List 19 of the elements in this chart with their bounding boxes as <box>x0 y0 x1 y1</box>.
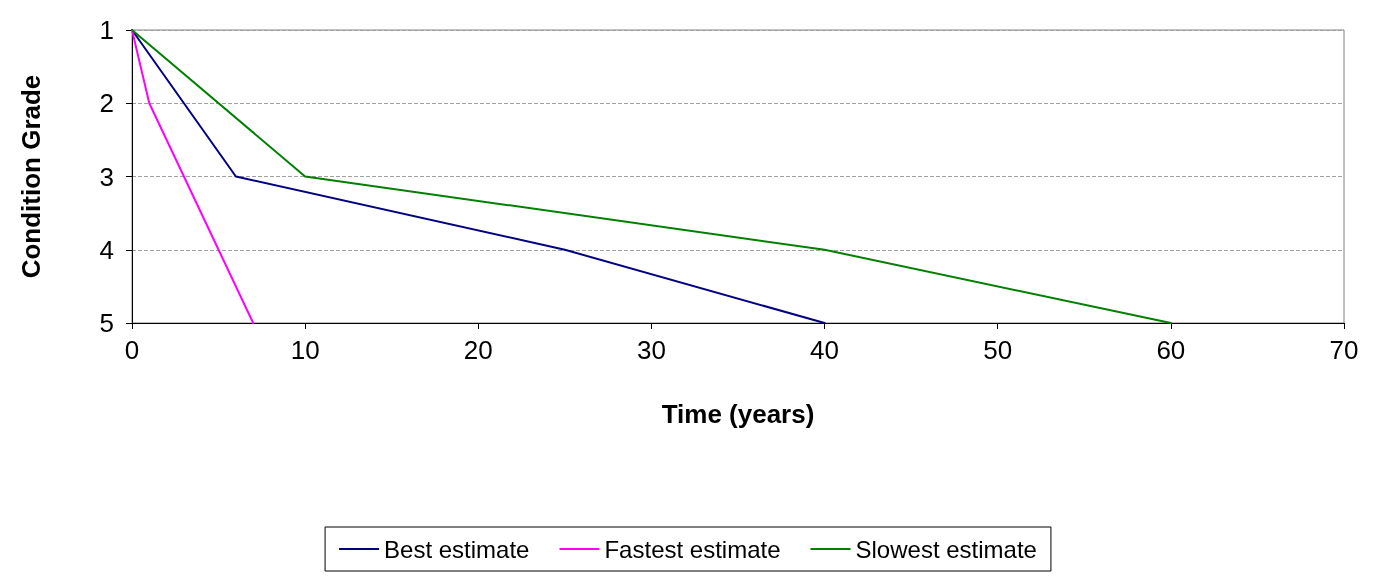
x-axis-title: Time (years) <box>661 399 815 429</box>
y-tick-label: 1 <box>99 15 114 45</box>
y-axis-title: Condition Grade <box>16 74 46 279</box>
x-tick-label: 20 <box>463 335 493 365</box>
y-tick-label: 2 <box>99 88 114 119</box>
x-tick-label: 60 <box>1156 335 1186 365</box>
y-tick-label: 3 <box>99 161 114 192</box>
legend-label: Best estimate <box>384 535 530 563</box>
x-tick-label: 70 <box>1329 335 1359 365</box>
x-tick-label: 40 <box>810 335 840 365</box>
legend-label: Fastest estimate <box>604 535 781 563</box>
legend-label: Slowest estimate <box>855 535 1037 563</box>
x-tick-label: 10 <box>290 335 320 365</box>
y-tick-label: 5 <box>99 308 114 338</box>
y-tick-label: 4 <box>99 234 114 265</box>
x-tick-label: 0 <box>124 335 140 365</box>
line-series <box>131 29 1172 324</box>
x-tick-label: 30 <box>636 335 666 365</box>
x-tick-label: 50 <box>983 335 1013 365</box>
